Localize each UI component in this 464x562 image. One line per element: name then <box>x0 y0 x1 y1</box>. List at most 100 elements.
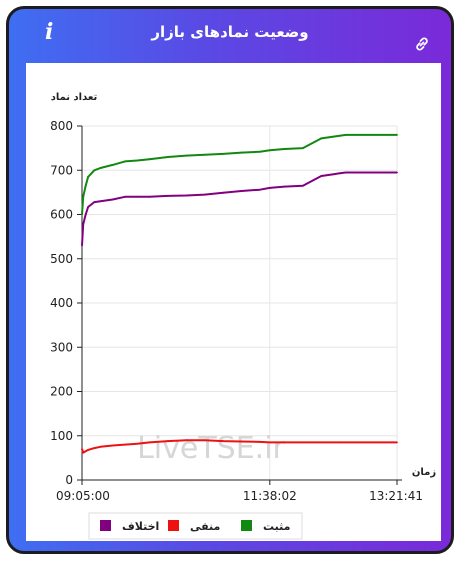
data-point <box>124 195 126 198</box>
data-point <box>357 133 360 136</box>
x-tick-label: 09:05:00 <box>56 489 110 503</box>
data-point <box>344 133 347 136</box>
legend-label: منفی <box>190 520 220 533</box>
data-point <box>222 152 225 155</box>
data-point <box>268 441 271 444</box>
data-point <box>396 171 398 174</box>
data-point <box>167 440 169 442</box>
series-line <box>81 133 397 215</box>
y-tick-label: 100 <box>50 429 73 443</box>
data-point <box>93 169 96 172</box>
data-point <box>124 160 126 163</box>
data-point <box>259 150 261 153</box>
data-point <box>82 195 85 198</box>
data-point <box>344 441 347 444</box>
line-chart: 0 100 200 300 400 500 600 700 800 09:05:00 11:38:0… <box>50 92 436 540</box>
data-point <box>338 172 341 175</box>
data-point <box>185 439 188 442</box>
data-point <box>167 156 169 158</box>
data-point <box>99 167 102 169</box>
data-point <box>84 184 87 187</box>
data-point <box>357 441 360 444</box>
data-point <box>93 201 96 204</box>
data-point <box>301 147 304 150</box>
x-tick-label: 11:38:02 <box>243 489 297 503</box>
legend-swatch <box>241 520 252 531</box>
data-point <box>259 441 261 443</box>
data-point <box>203 439 206 442</box>
data-point <box>93 447 96 450</box>
data-point <box>84 213 87 216</box>
chart-panel: 0 100 200 300 400 500 600 700 800 09:05:00 11:38:0… <box>26 63 441 541</box>
data-point <box>369 441 372 444</box>
data-point <box>301 441 304 444</box>
data-point <box>381 133 384 136</box>
data-point <box>268 149 271 152</box>
y-tick-label: 0 <box>65 473 73 487</box>
legend-swatch <box>100 520 111 531</box>
series-1 <box>81 439 398 454</box>
watermark-text: LiveTSE.ir <box>137 431 285 466</box>
data-point <box>222 440 225 442</box>
link-icon[interactable] <box>413 35 431 53</box>
data-point <box>111 198 114 201</box>
data-point <box>283 441 286 444</box>
series-2 <box>81 171 398 247</box>
data-point <box>381 171 384 174</box>
data-point <box>124 443 126 446</box>
data-point <box>259 188 261 191</box>
data-point <box>240 151 243 154</box>
data-point <box>111 164 114 166</box>
data-point <box>167 195 169 197</box>
legend-label: مثبت <box>263 520 290 533</box>
y-tick-label: 300 <box>50 340 73 354</box>
data-point <box>320 175 323 177</box>
data-point <box>99 200 102 203</box>
data-point <box>268 187 271 189</box>
data-point <box>396 441 398 444</box>
legend-box <box>88 512 303 540</box>
data-point <box>136 442 139 445</box>
data-point <box>283 148 286 150</box>
y-tick-label: 600 <box>50 208 73 222</box>
x-axis-label: زمان <box>412 467 436 478</box>
data-point <box>81 213 83 216</box>
data-point <box>84 450 87 453</box>
data-point <box>240 440 243 443</box>
data-point <box>148 195 151 198</box>
y-tick-label: 800 <box>50 119 73 133</box>
data-point <box>87 449 90 451</box>
data-point <box>111 444 114 447</box>
data-point <box>344 171 347 174</box>
data-point <box>99 445 102 448</box>
legend: مثبت منفی اختلاف <box>88 512 303 540</box>
info-icon[interactable]: i <box>45 19 54 45</box>
y-axis-label: تعداد نماد <box>51 92 98 103</box>
data-point <box>332 173 335 176</box>
data-point <box>136 195 139 198</box>
data-point <box>320 441 323 444</box>
data-point <box>148 441 151 444</box>
data-point <box>82 223 85 226</box>
data-point <box>338 134 341 137</box>
y-tick-label: 200 <box>50 385 73 399</box>
legend-item[interactable]: منفی <box>168 520 220 533</box>
data-point <box>203 193 206 196</box>
y-tick-label: 700 <box>50 163 73 177</box>
data-point <box>148 158 151 161</box>
y-tick-label: 400 <box>50 296 73 310</box>
data-point <box>283 185 286 188</box>
legend-item[interactable]: مثبت <box>241 520 290 533</box>
data-point <box>81 244 83 247</box>
data-point <box>81 448 83 450</box>
data-point <box>338 441 341 444</box>
data-point <box>301 184 304 187</box>
legend-item[interactable]: اختلاف <box>100 520 159 533</box>
market-status-card: i وضعیت نمادهای بازار 0 100 200 300 400 500 60… <box>6 6 454 554</box>
data-point <box>87 175 90 178</box>
data-point <box>332 135 335 138</box>
series-0 <box>81 133 398 216</box>
legend-label: اختلاف <box>122 520 159 533</box>
data-point <box>381 441 384 444</box>
card-header: i وضعیت نمادهای بازار <box>9 9 451 61</box>
